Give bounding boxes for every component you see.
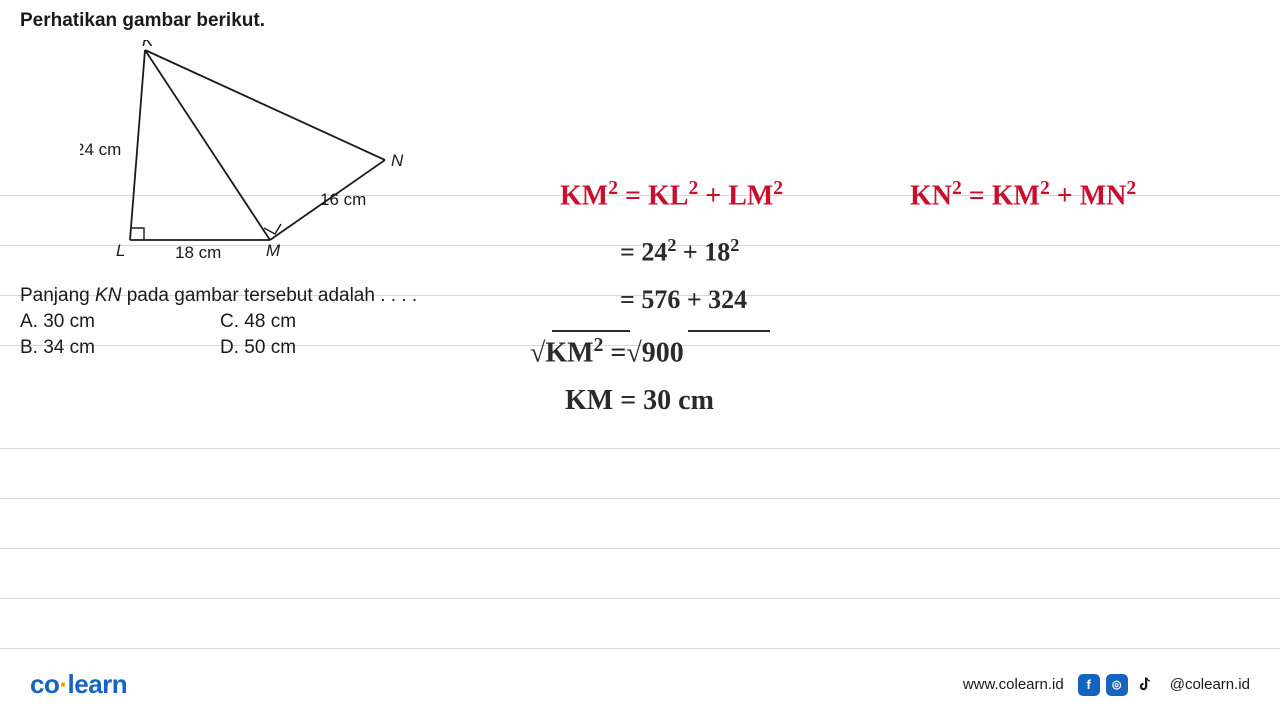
- svg-text:18 cm: 18 cm: [175, 243, 221, 262]
- instagram-icon: ◎: [1106, 674, 1128, 696]
- facebook-icon: f: [1078, 674, 1100, 696]
- svg-text:L: L: [116, 241, 125, 260]
- svg-text:K: K: [142, 40, 154, 50]
- handwritten-line: = 576 + 324: [620, 285, 747, 315]
- svg-text:16 cm: 16 cm: [320, 190, 366, 209]
- option-d: D. 50 cm: [220, 337, 420, 359]
- handwritten-line: = 242 + 182: [620, 235, 739, 268]
- handwritten-line: KN2 = KM2 + MN2: [910, 178, 1136, 212]
- handwritten-line: KM = 30 cm: [565, 385, 714, 417]
- triangle-diagram: K L M N 24 cm 18 cm 16 cm: [80, 40, 420, 270]
- answer-options: A. 30 cm C. 48 cm B. 34 cm D. 50 cm: [20, 311, 480, 359]
- option-a: A. 30 cm: [20, 311, 220, 333]
- option-b: B. 34 cm: [20, 337, 220, 359]
- footer-url: www.colearn.id: [963, 676, 1064, 693]
- handwritten-line: √KM2 =√900: [530, 335, 684, 369]
- social-icons: f ◎: [1078, 674, 1156, 696]
- tiktok-icon: [1134, 674, 1156, 696]
- logo-part-co: co: [30, 669, 59, 699]
- question-text: Panjang KN pada gambar tersebut adalah .…: [20, 285, 480, 307]
- problem-title: Perhatikan gambar berikut.: [20, 10, 480, 32]
- logo-dot: ·: [59, 669, 67, 699]
- footer-right: www.colearn.id f ◎ @colearn.id: [963, 674, 1250, 696]
- logo-part-learn: learn: [68, 669, 128, 699]
- svg-text:M: M: [266, 241, 281, 260]
- footer: co·learn www.colearn.id f ◎ @colearn.id: [0, 669, 1280, 700]
- problem-panel: Perhatikan gambar berikut. K L M N 24 cm 18 c…: [20, 10, 480, 359]
- handwritten-line: KM2 = KL2 + LM2: [560, 178, 783, 212]
- svg-text:N: N: [391, 151, 404, 170]
- colearn-logo: co·learn: [30, 669, 127, 700]
- footer-handle: @colearn.id: [1170, 676, 1250, 693]
- option-c: C. 48 cm: [220, 311, 420, 333]
- svg-text:24 cm: 24 cm: [80, 140, 121, 159]
